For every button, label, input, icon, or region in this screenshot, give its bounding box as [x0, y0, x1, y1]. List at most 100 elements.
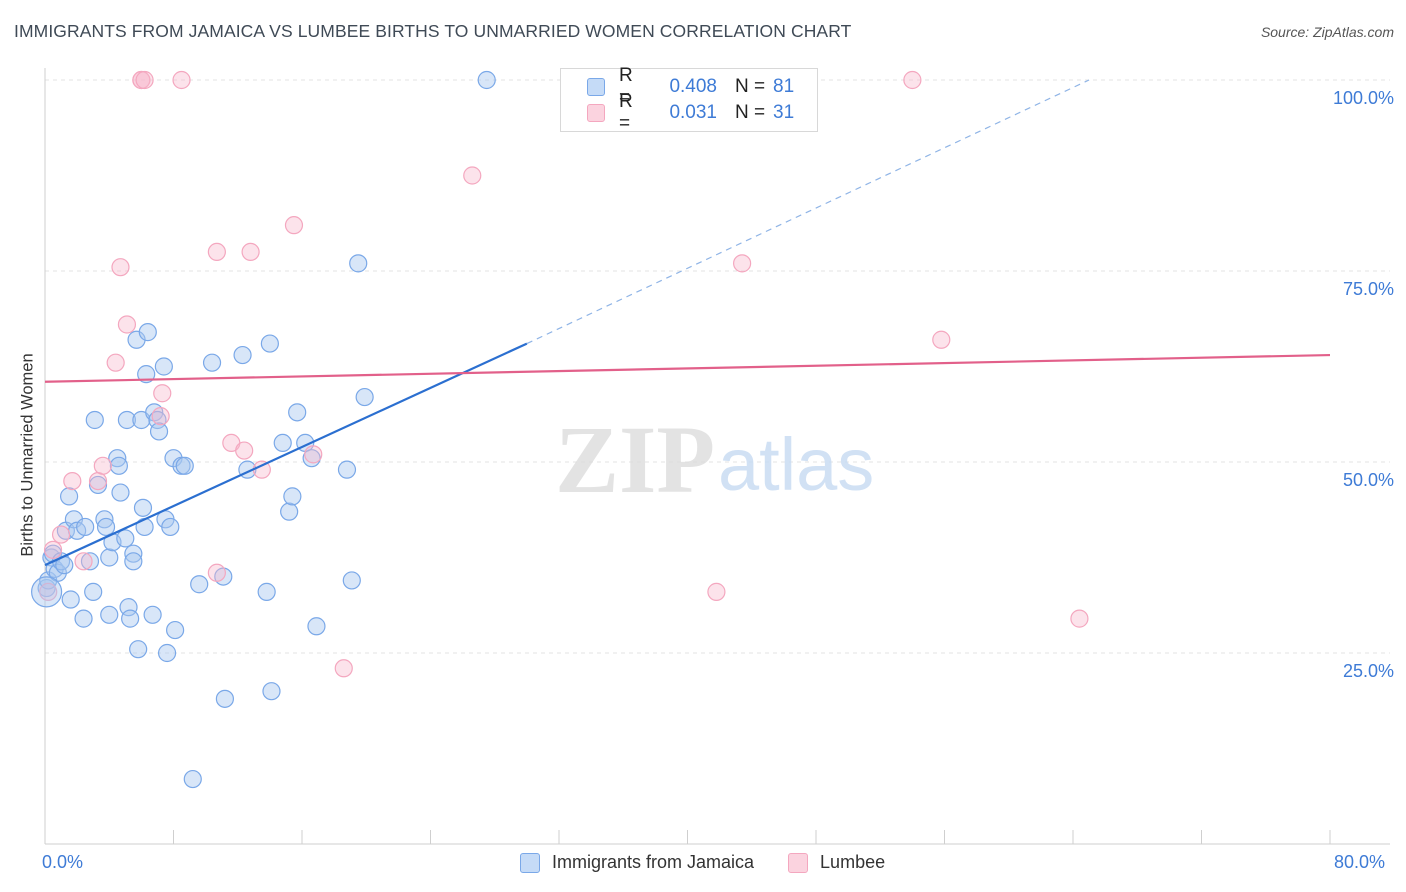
jamaica-point	[137, 365, 156, 384]
jamaica-point	[61, 590, 80, 609]
legend-swatch-pink	[788, 852, 809, 873]
jamaica-point	[108, 449, 127, 468]
jamaica-point	[337, 460, 357, 479]
jamaica-point	[116, 529, 135, 548]
lumbee-point	[172, 70, 191, 90]
x-tick-label-min: 0.0%	[42, 852, 84, 872]
jamaica-point	[288, 403, 307, 422]
jamaica-point	[143, 605, 162, 624]
lumbee-point	[235, 441, 254, 460]
lumbee-point	[63, 472, 82, 491]
jamaica-point	[342, 571, 361, 590]
jamaica-point	[355, 387, 374, 407]
series-legend: Immigrants from Jamaica Lumbee	[520, 852, 919, 873]
watermark-zip: ZIP	[555, 406, 715, 513]
source-label: Source: ZipAtlas.com	[1260, 24, 1394, 40]
legend-swatch-blue	[520, 852, 540, 873]
jamaica-point	[260, 334, 279, 353]
jamaica-point	[100, 605, 119, 624]
lumbee-point	[207, 563, 226, 582]
jamaica-point	[307, 617, 326, 636]
jamaica-point	[84, 582, 103, 601]
lumbee-point	[463, 166, 482, 185]
correlation-legend: R = 0.408 N = 81 R = 0.031 N = 31	[560, 65, 818, 134]
jamaica-point	[124, 544, 143, 563]
lumbee-point	[903, 70, 922, 90]
lumbee-point	[733, 254, 752, 273]
lumbee-point	[334, 659, 353, 678]
legend-label-lumbee: Lumbee	[820, 852, 886, 872]
lumbee-point	[207, 242, 226, 261]
r-label: R =	[619, 91, 633, 134]
jamaica-point	[100, 548, 119, 567]
legend-row-lumbee: R = 0.031 N = 31	[587, 91, 795, 134]
jamaica-point	[273, 433, 292, 452]
lumbee-point	[153, 384, 172, 403]
lumbee-point	[43, 540, 63, 559]
jamaica-point	[88, 475, 108, 495]
jamaica-point	[59, 487, 79, 506]
jamaica-point	[233, 345, 252, 365]
lumbee-point	[707, 582, 726, 601]
r-value: 0.031	[669, 102, 717, 123]
jamaica-point	[31, 576, 63, 608]
r-value: 0.408	[669, 76, 717, 97]
jamaica-point	[121, 609, 140, 628]
jamaica-trend-line	[44, 342, 528, 567]
y-tick-label: 100.0%	[1333, 88, 1394, 108]
jamaica-point	[166, 620, 185, 640]
jamaica-point	[477, 70, 496, 90]
jamaica-point	[74, 609, 93, 628]
n-value: 31	[773, 102, 795, 123]
jamaica-point	[283, 487, 302, 506]
r-label: R =	[619, 65, 633, 108]
lumbee-point	[93, 456, 112, 475]
lumbee-point	[88, 472, 108, 491]
jamaica-point	[190, 575, 209, 594]
lumbee-point	[74, 552, 93, 571]
y-tick-label: 50.0%	[1343, 470, 1394, 490]
jamaica-point	[111, 483, 130, 502]
n-value: 81	[773, 76, 795, 97]
lumbee-point	[304, 445, 323, 464]
lumbee-point	[135, 70, 154, 90]
jamaica-point	[183, 769, 202, 789]
jamaica-point	[262, 682, 281, 701]
jamaica-point	[257, 582, 276, 601]
lumbee-point	[241, 242, 260, 261]
chart-title: IMMIGRANTS FROM JAMAICA VS LUMBEE BIRTHS…	[14, 21, 852, 41]
jamaica-point	[129, 640, 148, 659]
legend-row-jamaica: R = 0.408 N = 81	[587, 65, 795, 108]
jamaica-trend-extension	[526, 79, 1090, 345]
n-label: N =	[735, 76, 766, 97]
lumbee-point	[284, 216, 304, 235]
jamaica-point	[85, 410, 104, 430]
jamaica-point	[157, 643, 177, 663]
legend-item-lumbee: Lumbee	[788, 852, 885, 873]
legend-swatch-pink	[587, 104, 605, 122]
jamaica-point	[149, 422, 169, 441]
jamaica-point	[76, 517, 95, 537]
jamaica-point	[119, 598, 138, 617]
jamaica-point	[117, 410, 137, 430]
y-tick-label: 25.0%	[1343, 661, 1394, 681]
jamaica-point	[202, 353, 222, 372]
lumbee-trend-line	[44, 353, 1331, 383]
legend-item-jamaica: Immigrants from Jamaica	[520, 852, 754, 873]
legend-swatch-blue	[587, 78, 605, 96]
y-axis-label: Births to Unmarried Women	[18, 353, 37, 557]
watermark-atlas: atlas	[718, 423, 874, 506]
x-tick-label-max: 80.0%	[1334, 852, 1386, 872]
jamaica-point	[96, 517, 116, 537]
y-tick-label: 75.0%	[1343, 279, 1394, 299]
lumbee-point	[111, 258, 130, 277]
jamaica-point	[215, 689, 234, 708]
jamaica-point	[349, 254, 368, 273]
jamaica-point	[175, 456, 194, 475]
jamaica-point	[133, 498, 153, 517]
lumbee-point	[106, 353, 125, 372]
jamaica-point	[109, 456, 128, 475]
jamaica-point	[124, 552, 143, 571]
legend-label-jamaica: Immigrants from Jamaica	[552, 852, 755, 872]
lumbee-point	[51, 525, 71, 544]
